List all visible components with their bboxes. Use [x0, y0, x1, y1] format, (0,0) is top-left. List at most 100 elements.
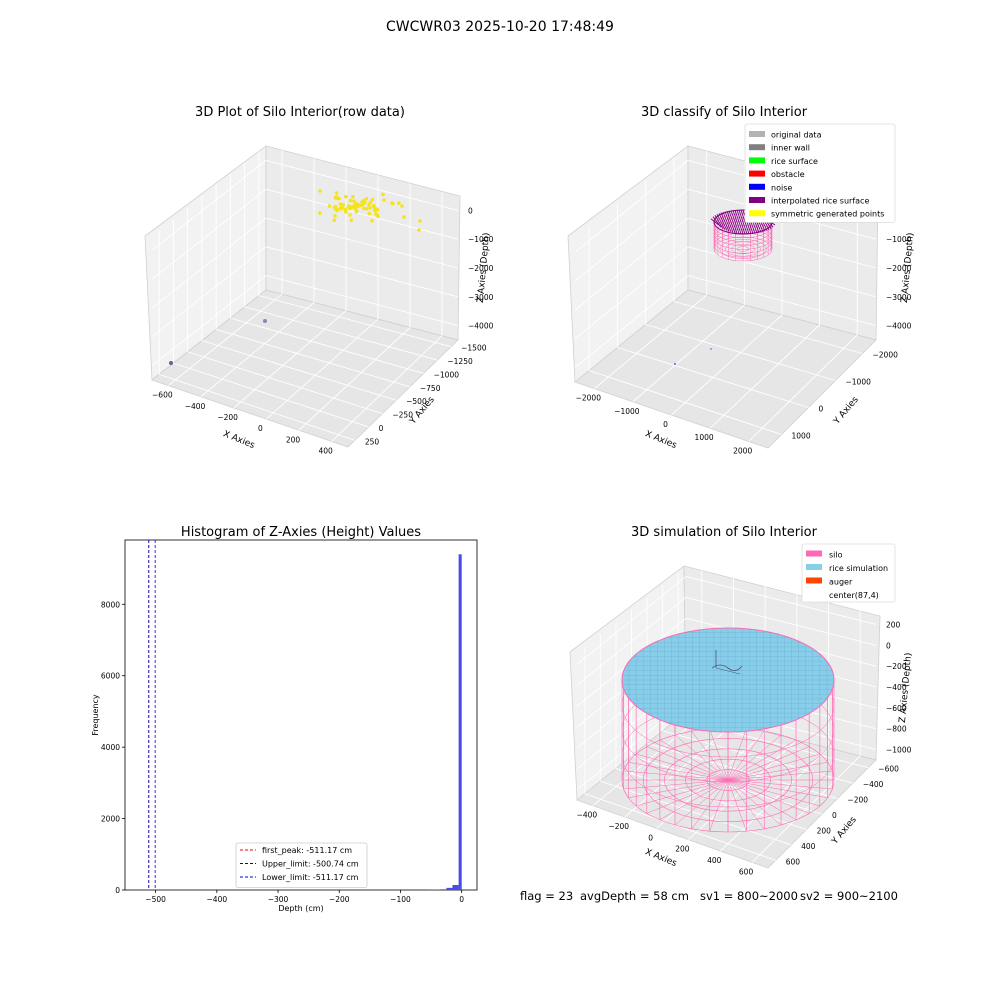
legend-label: obstacle: [771, 170, 805, 179]
y-tick-label: −500: [406, 397, 427, 406]
x-tick-label: −100: [390, 895, 411, 904]
z-tick-label: −2000: [886, 264, 912, 273]
histogram-x-axis-label: Depth (cm): [278, 904, 323, 913]
y-tick-label: −250: [392, 411, 413, 420]
data-point: [354, 209, 359, 213]
rice-surface-line: [718, 213, 728, 231]
data-point: [334, 196, 339, 201]
silo-floor-spoke: [727, 734, 782, 781]
x-tick-label: −200: [608, 822, 629, 831]
grid-line: [709, 324, 820, 429]
legend-swatch: [749, 144, 765, 151]
z-tick-label: 0: [468, 206, 473, 215]
legend-swatch: [749, 170, 765, 177]
histogram-legend: first_peak: -511.17 cm Upper_limit: -500.…: [235, 842, 368, 888]
x-tick-label: 0: [459, 895, 464, 904]
y-tick-label: −600: [878, 765, 899, 774]
data-point: [362, 206, 366, 211]
grid-line: [151, 160, 267, 251]
data-point: [362, 198, 366, 203]
data-point: [327, 204, 332, 208]
rice-surface-line: [722, 211, 732, 233]
grid-line: [201, 340, 397, 401]
grid-line: [244, 306, 438, 361]
legend-label: first_peak: -511.17 cm: [262, 846, 352, 855]
grid-line: [687, 275, 877, 327]
y-tick-label: −1000: [846, 378, 872, 387]
x-tick-label: 400: [319, 446, 334, 455]
flag-text: flag = 23: [520, 889, 573, 903]
grid-line: [687, 246, 877, 298]
grid-line: [258, 295, 452, 348]
y-tick-label: −400: [863, 780, 884, 789]
data-point: [349, 205, 354, 210]
silo-floor-spoke: [727, 779, 797, 821]
z-tick-label: −800: [886, 725, 907, 734]
classify-3d-plot: 3D classify of Silo Interior −2000 −1000 0…: [567, 105, 916, 455]
data-point: [340, 206, 344, 211]
y-tick-label: 0: [832, 811, 837, 820]
z-tick-label: −1000: [468, 235, 494, 244]
data-point: [402, 215, 406, 219]
grid-line: [230, 317, 424, 374]
histogram-bar: [434, 889, 441, 890]
z-tick-label: −2000: [468, 264, 494, 273]
data-point: [370, 197, 375, 202]
z-tick-label: −400: [886, 683, 907, 692]
silo-floor-spoke: [727, 779, 810, 814]
silo-floor-spoke: [636, 753, 729, 781]
silo-floor-spoke: [674, 734, 729, 781]
silo-floor-ring: [664, 748, 792, 812]
silo-floor-ring: [642, 738, 814, 822]
silo-floor-ring: [685, 758, 771, 802]
legend-swatch: [749, 157, 765, 164]
raw-3d-scatter-plot: 3D Plot of Silo Interior(row data) −600 −…: [144, 105, 494, 455]
grid-line: [574, 217, 689, 311]
legend-swatch: [806, 550, 822, 557]
legend-label: rice surface: [771, 157, 818, 166]
rice-surface-line: [732, 210, 742, 234]
data-point: [418, 219, 422, 223]
sv1-text: sv1 = 800~2000: [700, 889, 798, 903]
grid-line: [265, 159, 459, 211]
data-point: [371, 203, 376, 208]
y-tick-label: 4000: [101, 743, 120, 752]
grid-line: [265, 217, 459, 269]
silo-floor-spoke: [691, 730, 729, 781]
y-tick-label: −750: [420, 384, 441, 393]
z-tick-label: −3000: [468, 293, 494, 302]
histogram-reference-lines: [148, 540, 156, 890]
legend-label: Upper_limit: -500.74 cm: [262, 860, 359, 869]
silo-floor-spoke: [727, 739, 797, 781]
histogram-axes-frame: [124, 539, 478, 891]
rice-surface-line: [716, 213, 726, 231]
outlier-point: [263, 319, 267, 323]
auger-arm: [715, 667, 741, 675]
x-tick-label: 200: [675, 845, 690, 854]
data-point: [332, 205, 337, 210]
silo-floor-spoke: [709, 779, 729, 832]
silo-floor-spoke: [727, 779, 747, 832]
rice-surface-line: [712, 216, 722, 228]
legend-swatch: [749, 210, 765, 217]
grid-line: [671, 314, 783, 416]
y-tick-label: 2000: [101, 815, 120, 824]
grid-line: [265, 275, 459, 327]
y-tick-label: 6000: [101, 672, 120, 681]
legend-label: inner wall: [771, 144, 810, 153]
noise-point: [674, 363, 676, 365]
legend-frame: [744, 123, 896, 223]
data-point: [370, 219, 374, 223]
x-tick-label: −300: [268, 895, 289, 904]
data-point: [351, 194, 355, 199]
noise-point: [710, 348, 712, 350]
x-tick-label: 1000: [695, 433, 714, 442]
silo-floor-spoke: [628, 779, 729, 799]
data-point: [381, 192, 385, 197]
classify-legend: original data inner wall rice surface obsta…: [744, 123, 896, 223]
grid-line: [574, 246, 689, 340]
data-point: [343, 207, 348, 211]
data-point: [333, 214, 337, 218]
grid-line: [685, 575, 877, 625]
grid-line: [576, 596, 687, 686]
